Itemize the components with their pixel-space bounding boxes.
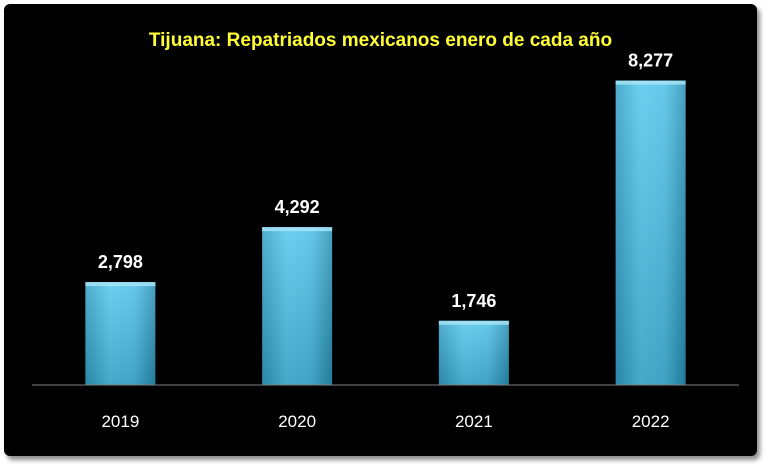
x-tick-label-2021: 2021 bbox=[455, 412, 493, 431]
data-label-2022: 8,277 bbox=[628, 51, 673, 71]
bar-chart: 2,798 2019 4,292 2020 1,746 2021 8,277 2022 bbox=[32, 51, 739, 431]
data-label-2019: 2,798 bbox=[98, 252, 143, 272]
bar-2019 bbox=[85, 282, 156, 385]
x-tick-label-2020: 2020 bbox=[278, 412, 316, 431]
bar-shade-2020 bbox=[262, 227, 333, 385]
chart-frame: Tijuana: Repatriados mexicanos enero de … bbox=[4, 4, 757, 456]
chart-title: Tijuana: Repatriados mexicanos enero de … bbox=[148, 30, 613, 51]
x-tick-label-2019: 2019 bbox=[101, 412, 139, 431]
bar-shade-2021 bbox=[438, 320, 509, 385]
x-tick-label-2022: 2022 bbox=[632, 412, 670, 431]
bar-shade-2022 bbox=[615, 80, 686, 385]
bar-shade-2019 bbox=[85, 282, 156, 385]
bar-2022 bbox=[615, 80, 686, 385]
bar-2020 bbox=[262, 227, 333, 385]
data-label-2021: 1,746 bbox=[451, 291, 496, 311]
bar-2021 bbox=[438, 320, 509, 385]
data-label-2020: 4,292 bbox=[275, 197, 320, 217]
